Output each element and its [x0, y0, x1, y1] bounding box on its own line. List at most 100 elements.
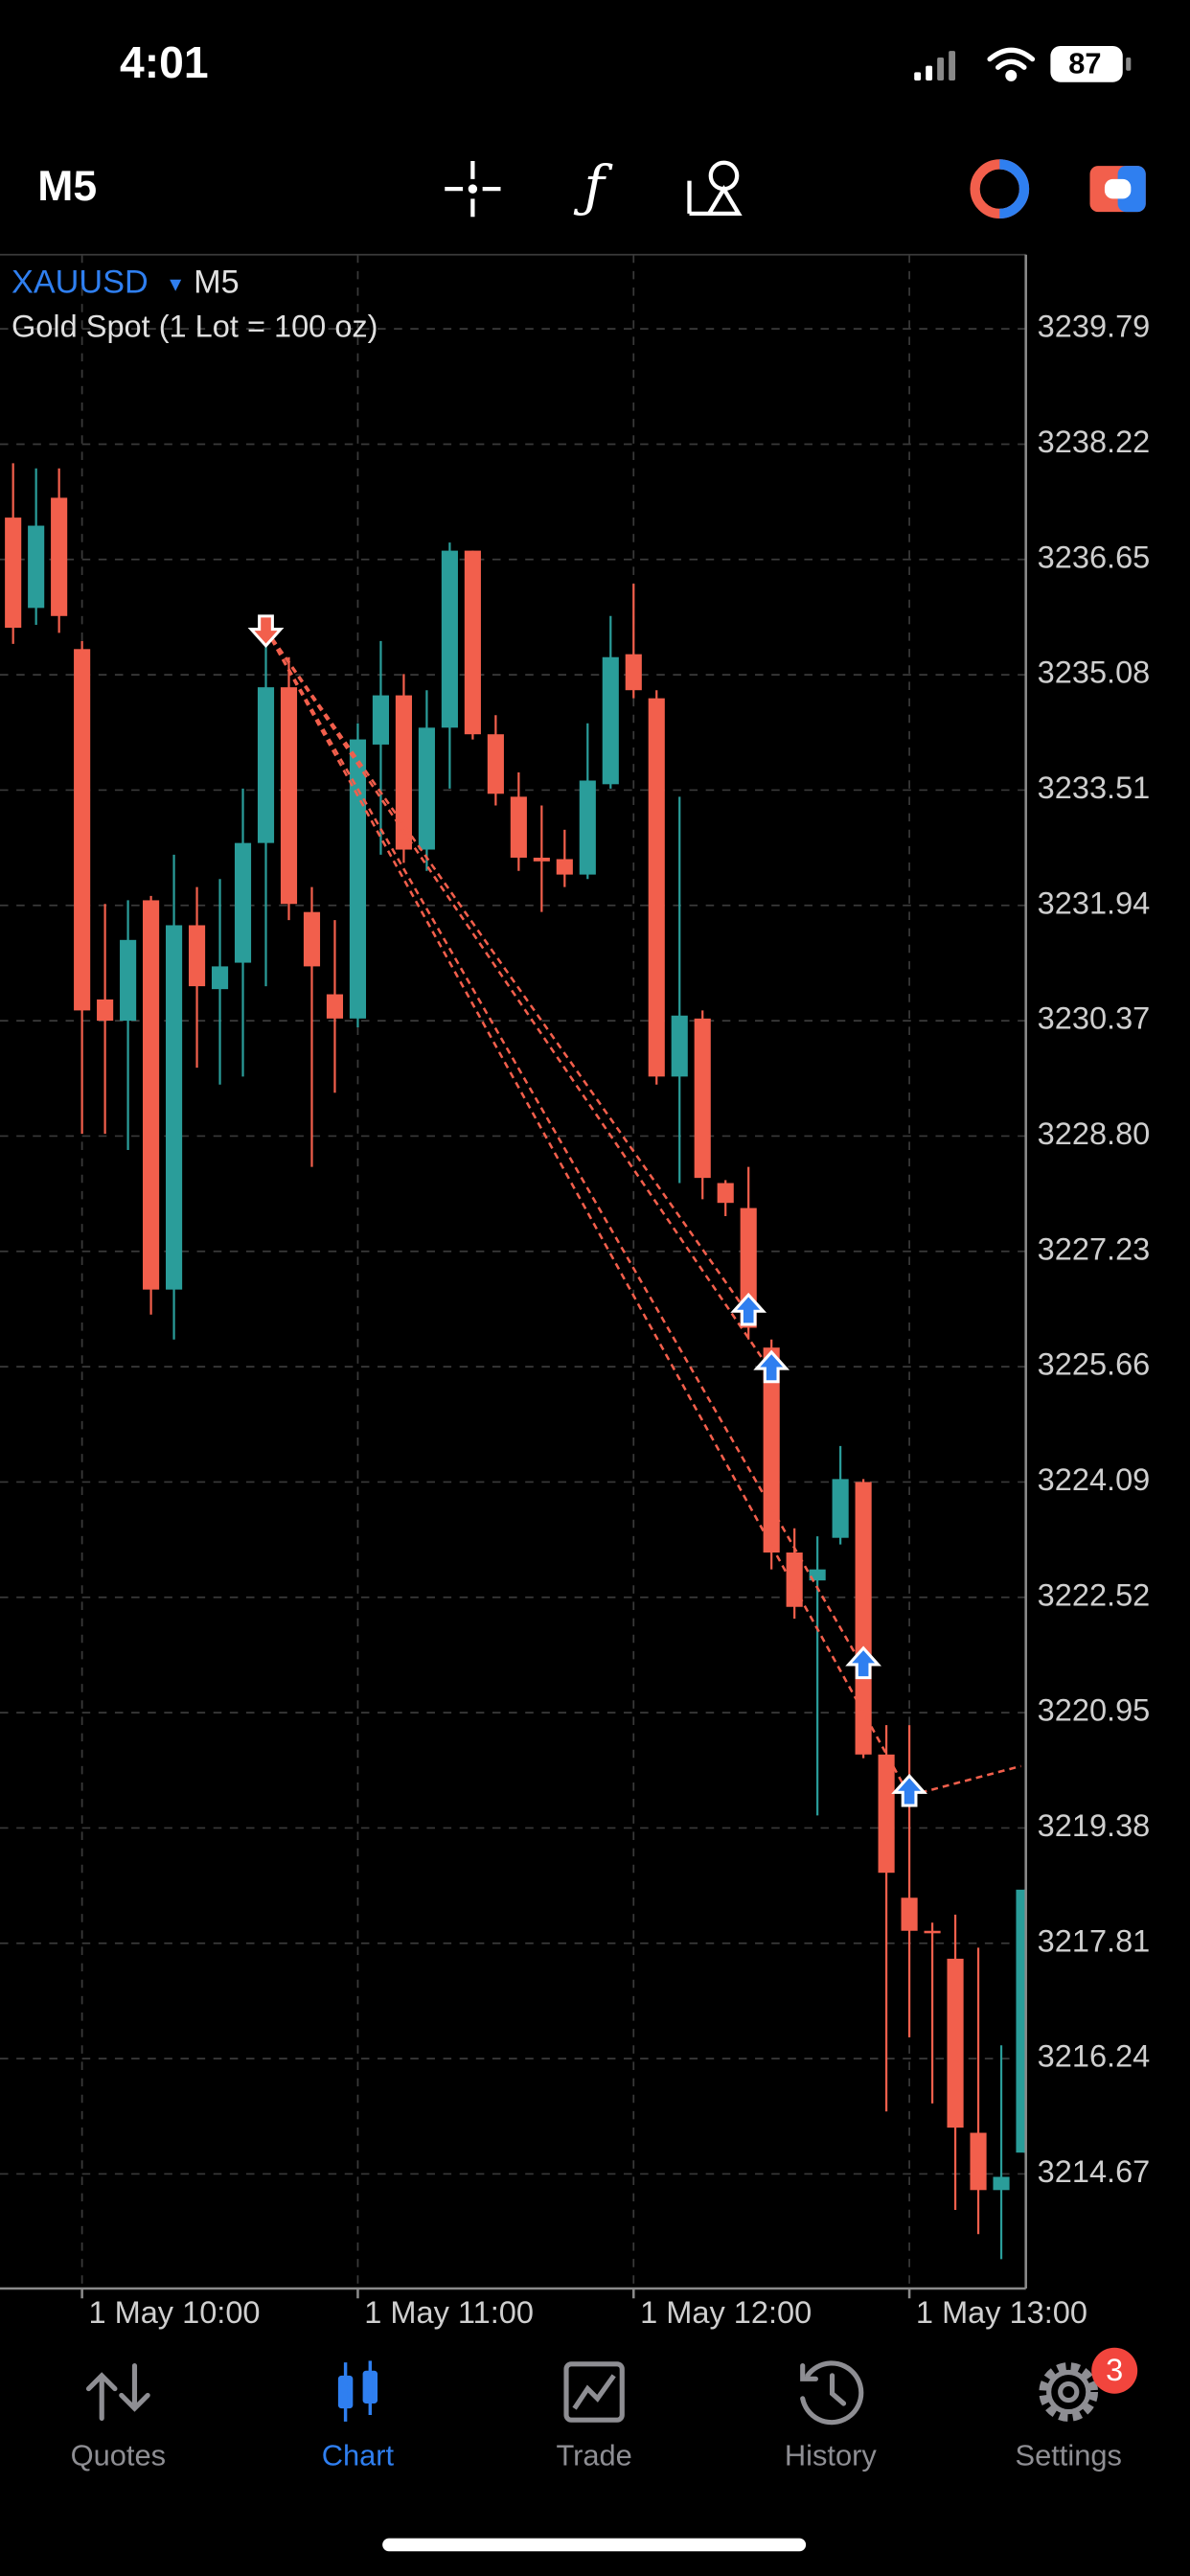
candle-body — [924, 1930, 941, 1934]
candle-body — [717, 1183, 734, 1204]
candle-body — [648, 698, 665, 1077]
price-label: 3217.81 — [1038, 1923, 1151, 1958]
battery-tip — [1126, 58, 1132, 71]
signal-icon — [914, 51, 956, 80]
price-label: 3235.08 — [1038, 656, 1151, 690]
tab-quotes[interactable]: Quotes — [71, 2439, 166, 2472]
price-label: 3220.95 — [1038, 1693, 1151, 1728]
candle-body — [809, 1569, 826, 1581]
objects-button[interactable] — [687, 160, 743, 216]
candle-body — [28, 525, 45, 609]
plot-area — [5, 463, 1026, 2260]
time-label: 1 May 11:00 — [364, 2295, 534, 2330]
symbol-dropdown[interactable]: ▼ — [166, 274, 185, 296]
candle-body — [395, 695, 412, 850]
trade-panel-button[interactable] — [1089, 166, 1146, 213]
price-label: 3238.22 — [1038, 425, 1151, 459]
candle-body — [671, 1015, 688, 1077]
one-click-button[interactable] — [970, 159, 1030, 218]
price-label: 3222.52 — [1038, 1577, 1151, 1612]
candle-body — [855, 1482, 872, 1755]
position-line — [908, 1764, 1021, 1797]
candle-body — [74, 649, 91, 1011]
status-time: 4:01 — [120, 37, 209, 87]
candle-body — [602, 656, 619, 785]
buy-arrow — [891, 1773, 927, 1807]
candle-body — [579, 780, 596, 875]
tab-settings[interactable]: Settings — [1016, 2439, 1122, 2472]
price-label: 3236.65 — [1038, 540, 1151, 574]
candle-body — [625, 654, 642, 691]
candle-body — [280, 687, 298, 905]
buy-arrow — [845, 1645, 881, 1680]
trade-line — [264, 628, 911, 1797]
settings-badge — [1091, 2347, 1138, 2394]
candle-body — [97, 999, 114, 1022]
battery — [1050, 46, 1123, 82]
chart: 3239.79 3238.22 3236.65 3235.08 3233.51 3231.… — [0, 254, 1151, 2330]
time-label: 1 May 13:00 — [916, 2295, 1087, 2330]
candle-body — [188, 925, 206, 987]
candle-body — [51, 497, 68, 616]
candle-body — [993, 2176, 1010, 2191]
price-label: 3224.09 — [1038, 1462, 1151, 1497]
candle-body — [786, 1552, 803, 1607]
candle-body — [418, 727, 435, 850]
candle-body — [166, 925, 183, 1290]
candle-body — [5, 518, 22, 629]
price-label: 3231.94 — [1038, 886, 1151, 920]
candle-body — [901, 1898, 918, 1931]
candle-body — [120, 939, 137, 1022]
candle-body — [257, 687, 275, 843]
candle-body — [211, 966, 229, 990]
indicators-button[interactable]: ƒ — [573, 153, 613, 218]
candle-body — [878, 1754, 895, 1874]
candle-body — [326, 994, 344, 1019]
crosshair-button[interactable] — [445, 161, 501, 218]
time-label: 1 May 12:00 — [640, 2295, 812, 2330]
candle-body — [487, 734, 504, 794]
price-label: 3225.66 — [1038, 1347, 1151, 1382]
tab-chart[interactable]: Chart — [322, 2439, 395, 2472]
candle-body — [970, 2132, 987, 2191]
history-icon — [800, 2360, 864, 2426]
candle-body — [349, 739, 367, 1019]
quotes-icon — [85, 2363, 150, 2421]
tab-trade[interactable]: Trade — [556, 2439, 631, 2472]
trade-line — [264, 628, 750, 1316]
settings-icon — [1039, 2362, 1099, 2422]
candle-body — [234, 842, 252, 963]
candle-body — [832, 1479, 849, 1538]
trade-line — [264, 628, 773, 1373]
buy-arrow — [753, 1349, 790, 1384]
candle-body — [947, 1958, 964, 2128]
price-label: 3216.24 — [1038, 2039, 1151, 2074]
symbol[interactable]: XAUUSD — [11, 264, 149, 301]
battery-level: 87 — [1068, 47, 1101, 80]
trade-icon — [563, 2361, 625, 2423]
buy-arrow — [730, 1292, 767, 1326]
candle-body — [556, 859, 573, 875]
chart-icon — [337, 2360, 378, 2422]
candle-body — [464, 550, 481, 735]
candle-body — [372, 695, 389, 745]
price-label: 3239.79 — [1038, 310, 1151, 344]
wifi-icon — [987, 47, 1036, 81]
tab-history[interactable]: History — [785, 2439, 877, 2472]
candle-body — [441, 550, 458, 728]
chart-timeframe: M5 — [194, 264, 240, 301]
time-label: 1 May 10:00 — [88, 2295, 260, 2330]
trade-line — [264, 628, 865, 1668]
settings-badge-count: 3 — [1106, 2353, 1123, 2387]
candle-body — [694, 1018, 711, 1179]
candle-body — [533, 857, 550, 862]
price-label: 3233.51 — [1038, 770, 1151, 805]
sell-arrow — [247, 614, 285, 649]
candle-body — [303, 911, 321, 967]
candle-body — [510, 796, 527, 858]
candle-body — [143, 900, 160, 1290]
candle-body — [1016, 1889, 1026, 2153]
timeframe-button[interactable]: M5 — [37, 163, 97, 210]
